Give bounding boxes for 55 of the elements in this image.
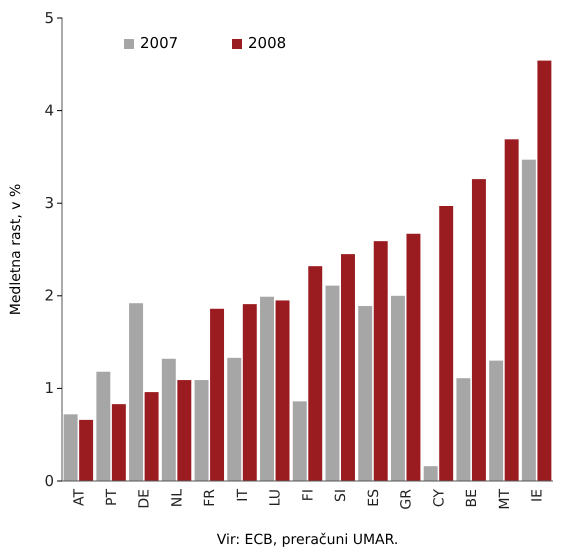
bar <box>439 206 454 481</box>
x-tick-label: BE <box>464 489 480 508</box>
x-tick-label: FR <box>202 488 218 507</box>
bar <box>341 254 355 481</box>
bar <box>194 380 209 481</box>
x-tick-label: LU <box>268 489 284 506</box>
bar <box>260 296 274 481</box>
bar <box>504 139 519 481</box>
bar <box>456 378 470 481</box>
bar <box>162 358 176 481</box>
bar <box>308 266 322 481</box>
bar <box>276 300 290 481</box>
legend-label: 2008 <box>248 34 286 52</box>
bar <box>390 296 405 481</box>
x-tick-label: SI <box>333 489 350 502</box>
bar <box>112 404 126 481</box>
y-tick-label: 1 <box>44 379 54 398</box>
x-tick-label: GR <box>398 488 415 510</box>
bar <box>537 60 552 481</box>
x-tick-label: ES <box>366 488 382 507</box>
y-tick-label: 3 <box>44 194 54 212</box>
bar <box>177 380 192 481</box>
bar <box>292 401 307 481</box>
bar <box>79 420 94 481</box>
bar <box>358 306 372 481</box>
x-tick-label: IT <box>234 488 251 502</box>
x-tick-label: AT <box>71 488 88 506</box>
bar <box>406 234 420 481</box>
bar <box>326 286 340 481</box>
x-tick-label: FI <box>300 489 316 502</box>
bar <box>210 308 224 481</box>
bar <box>374 241 388 481</box>
bar <box>129 303 144 481</box>
bar <box>242 304 257 481</box>
bar <box>64 414 78 481</box>
y-axis-title: Medletna rast, v % <box>8 184 24 316</box>
bar <box>144 392 159 481</box>
bar <box>522 160 536 481</box>
x-tick-label: IE <box>530 489 546 502</box>
x-tick-label: MT <box>496 488 513 510</box>
bar <box>96 372 110 481</box>
bar <box>489 360 504 481</box>
bar <box>472 179 486 481</box>
legend-label: 2007 <box>140 34 178 52</box>
x-tick-label: PT <box>104 488 120 506</box>
x-tick-label: CY <box>431 488 448 508</box>
x-tick-label: NL <box>169 488 186 508</box>
x-tick-label: DE <box>136 489 153 509</box>
y-tick-label: 2 <box>44 286 54 305</box>
y-tick-label: 5 <box>44 8 54 27</box>
text: Vir: ECB, preračuni UMAR. <box>216 532 398 548</box>
bar <box>424 466 438 481</box>
y-tick-label: 0 <box>44 472 54 490</box>
y-tick-label: 4 <box>44 101 54 120</box>
bar <box>227 358 242 481</box>
